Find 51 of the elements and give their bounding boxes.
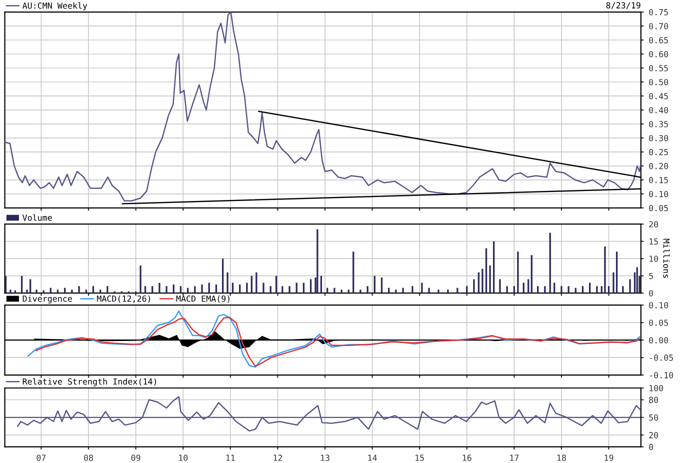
y-tick-label: 20 — [649, 432, 658, 438]
y-tick-label: 100 — [650, 384, 664, 392]
y-tick-label: 0.20 — [649, 162, 668, 170]
y-tick-label: 10 — [650, 256, 658, 262]
y-tick-label: 0.65 — [649, 37, 668, 44]
x-tick-label: 16 — [462, 454, 472, 461]
y-tick-label: 0.10 — [649, 190, 668, 198]
y-tick-label: 0.35 — [649, 120, 668, 128]
legend-label: MACD(12,26) — [96, 295, 150, 303]
y-tick-label: 0.50 — [649, 78, 668, 86]
y-tick-label: -0.10 — [650, 372, 674, 378]
x-tick-label: 07 — [36, 454, 46, 461]
y-tick-label: 5 — [649, 272, 653, 280]
x-tick-label: 09 — [131, 454, 140, 461]
x-tick-label: 17 — [510, 454, 519, 461]
y-tick-label: 0.05 — [649, 204, 668, 212]
y-tick-label: 0.25 — [649, 148, 668, 156]
y-tick-label: 0.70 — [649, 23, 668, 30]
x-tick-label: 19 — [604, 454, 614, 461]
y-tick-label: 0.05 — [649, 320, 668, 326]
x-tick-label: 18 — [557, 454, 566, 461]
x-tick-label: 08 — [84, 454, 93, 461]
legend-label: AU:CMN Weekly — [22, 2, 88, 10]
y-tick-label: -0.05 — [650, 354, 673, 361]
y-tick-label: 0.00 — [649, 337, 668, 344]
y-tick-label: 0.40 — [649, 106, 668, 114]
y-tick-label: 0.15 — [649, 176, 668, 184]
y-tick-label: 0.10 — [649, 302, 668, 308]
legend-label: Relative Strength Index(14) — [22, 378, 156, 386]
y-tick-label: 0 — [649, 290, 654, 296]
x-tick-label: 12 — [274, 454, 282, 461]
y-tick-label: 0 — [649, 444, 654, 450]
y-axis-title: Millions — [663, 238, 670, 278]
y-tick-label: 20 — [649, 221, 658, 228]
y-tick-label: 15 — [650, 238, 658, 245]
x-tick-label: 13 — [320, 454, 330, 461]
x-tick-label: 15 — [416, 454, 424, 461]
x-tick-label: 10 — [179, 454, 188, 461]
y-tick-label: 50 — [649, 414, 658, 421]
y-tick-label: 0.30 — [649, 134, 668, 142]
y-tick-label: 0.55 — [649, 65, 668, 72]
y-tick-label: 0.75 — [649, 9, 668, 16]
legend-label: Divergence — [22, 295, 72, 304]
legend-label: Volume — [22, 214, 52, 221]
x-tick-label: 14 — [368, 454, 377, 461]
y-tick-label: 0.45 — [649, 92, 668, 100]
y-tick-label: 80 — [649, 396, 658, 404]
x-tick-label: 11 — [226, 454, 235, 461]
text: 8/23/19 — [606, 2, 640, 10]
legend-label: MACD EMA(9) — [176, 295, 230, 303]
y-tick-label: 0.60 — [649, 51, 668, 58]
